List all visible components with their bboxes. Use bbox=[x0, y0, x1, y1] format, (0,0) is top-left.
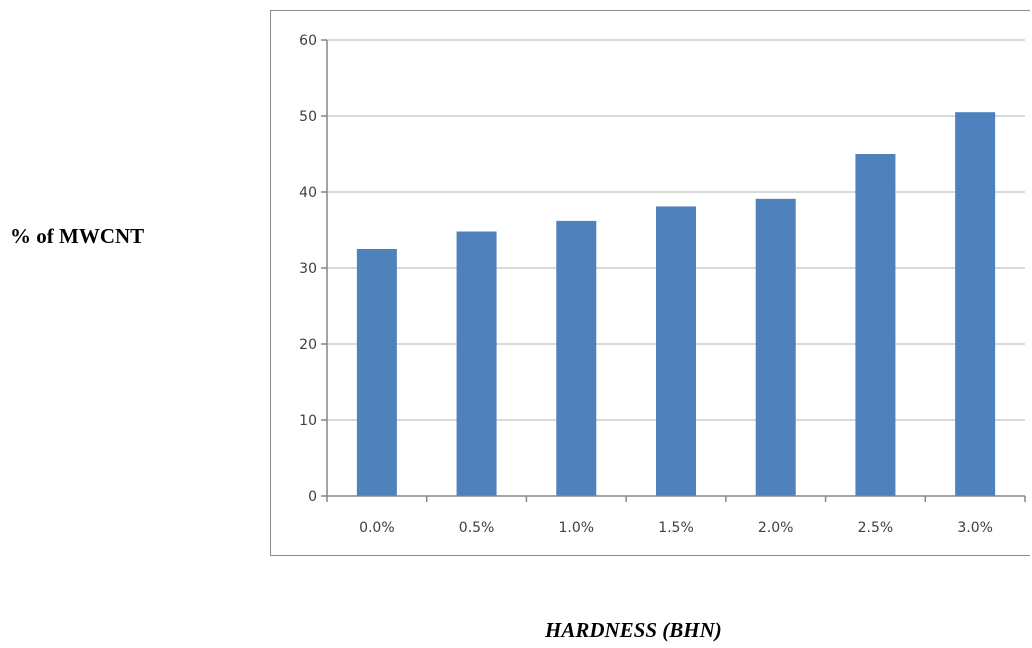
y-tick-label: 40 bbox=[299, 185, 317, 201]
bar bbox=[855, 154, 896, 496]
bars bbox=[356, 112, 996, 496]
y-axis-label: % of MWCNT bbox=[10, 224, 145, 248]
y-tick-label: 0 bbox=[308, 489, 317, 505]
y-tick-label: 60 bbox=[299, 33, 317, 49]
y-tick-label: 10 bbox=[299, 413, 317, 429]
bar bbox=[356, 249, 397, 496]
y-tick-label: 20 bbox=[299, 337, 317, 353]
x-tick-label: 0.0% bbox=[359, 520, 395, 536]
bar bbox=[656, 206, 696, 496]
x-tick-label: 0.5% bbox=[459, 520, 495, 536]
y-tick-label: 30 bbox=[299, 261, 317, 277]
bar bbox=[955, 112, 996, 496]
x-tick-label: 3.0% bbox=[957, 520, 993, 536]
bar bbox=[556, 220, 597, 496]
x-tick-label: 1.0% bbox=[558, 520, 594, 536]
x-tick-label: 2.0% bbox=[758, 520, 794, 536]
y-tick-label: 50 bbox=[299, 109, 317, 125]
bar bbox=[755, 198, 796, 496]
tick-labels: 0 10 20 30 40 50 60 0.0% 0.5% 1.0% 1.5% 2.0% 2.5% 3.0… bbox=[299, 33, 993, 536]
axes bbox=[326, 40, 1026, 502]
bar bbox=[456, 231, 497, 496]
x-tick-label: 2.5% bbox=[858, 520, 894, 536]
x-tick-label: 1.5% bbox=[658, 520, 694, 536]
x-axis-label: HARDNESS (BHN) bbox=[545, 618, 722, 642]
